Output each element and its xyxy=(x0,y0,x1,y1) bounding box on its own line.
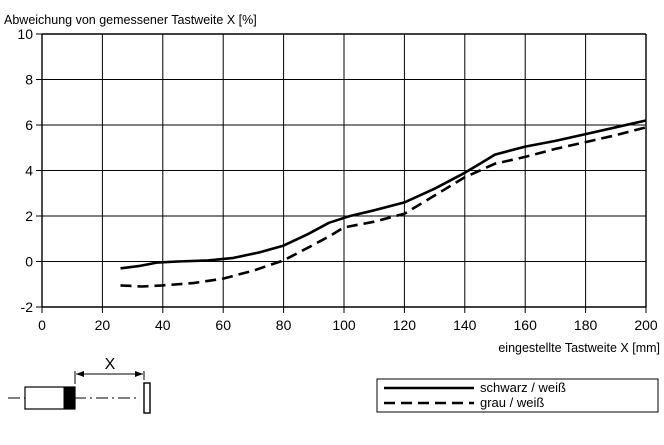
series-line-dashed xyxy=(120,126,647,288)
x-tick-label: 200 xyxy=(634,317,658,333)
legend: schwarz / weiß grau / weiß xyxy=(376,378,659,413)
x-tick-label: 180 xyxy=(574,317,598,333)
series-line-solid xyxy=(120,119,647,270)
y-tick-label: 10 xyxy=(17,26,33,42)
x-tick-label: 100 xyxy=(332,317,356,333)
x-tick-label: 60 xyxy=(215,317,231,333)
y-tick-label: 6 xyxy=(25,117,33,133)
sensor-lens xyxy=(63,386,76,410)
y-tick-label: 4 xyxy=(25,163,33,179)
dim-arrow-left xyxy=(76,371,84,377)
legend-box xyxy=(376,378,659,413)
y-tick-label: 0 xyxy=(25,254,33,270)
y-tick-label: 2 xyxy=(25,208,33,224)
sensor-diagram: X xyxy=(8,356,151,414)
dim-arrow-right xyxy=(135,371,143,377)
x-tick-label: 140 xyxy=(453,317,477,333)
y-axis-title: Abweichung von gemessener Tastweite X [%… xyxy=(4,13,257,27)
legend-label-dashed: grau / weiß xyxy=(480,395,544,410)
series-lines xyxy=(120,119,647,288)
x-tick-label: 40 xyxy=(155,317,171,333)
distance-label: X xyxy=(105,356,116,373)
y-tick-label: -2 xyxy=(21,299,34,315)
x-axis-title: eingestellte Tastweite X [mm] xyxy=(498,341,660,355)
target-plate xyxy=(143,382,151,414)
x-tick-label: 20 xyxy=(95,317,111,333)
x-tick-label: 120 xyxy=(393,317,417,333)
y-tick-labels: -2 0 2 4 6 8 10 xyxy=(17,26,33,315)
x-tick-label: 80 xyxy=(276,317,292,333)
grid xyxy=(36,33,647,313)
x-tick-label: 160 xyxy=(514,317,538,333)
y-tick-label: 8 xyxy=(25,72,33,88)
legend-label-solid: schwarz / weiß xyxy=(480,380,566,395)
x-tick-label: 0 xyxy=(38,317,46,333)
x-tick-labels: 0 20 40 60 80 100 120 140 160 180 200 xyxy=(38,317,658,333)
